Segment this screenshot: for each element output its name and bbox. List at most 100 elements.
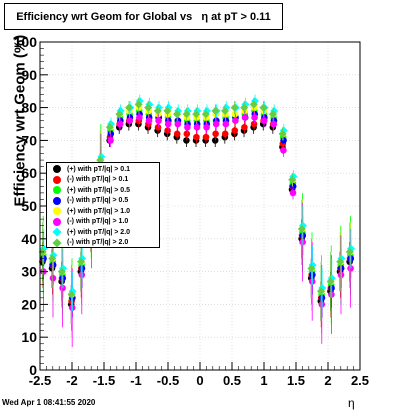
data-point — [77, 257, 86, 266]
x-axis-label: η — [348, 396, 355, 410]
chart-axes: -2.5 -2 -1.5 -1 -0.5 0 0.5 1 1.5 2 2.5 0 10 20 30 40 50 6… — [14, 34, 369, 388]
data-point — [270, 120, 278, 128]
y-tick-label: 40 — [21, 231, 37, 247]
y-tick-label: 70 — [21, 132, 37, 148]
legend-marker — [53, 217, 61, 226]
data-point — [297, 224, 306, 233]
data-point — [174, 120, 182, 128]
data-point — [230, 103, 239, 112]
legend-marker — [53, 196, 61, 205]
data-point — [289, 189, 297, 197]
data-point — [288, 175, 297, 184]
x-tick-label: 2 — [324, 373, 331, 388]
data-point — [115, 110, 124, 119]
data-point — [164, 120, 172, 128]
data-point — [193, 123, 201, 131]
legend-label: (-) with pT/|q| > 2.0 — [67, 239, 129, 247]
x-tick-label: 2.5 — [351, 373, 369, 388]
data-point — [153, 106, 162, 115]
data-point — [280, 137, 287, 144]
data-point — [212, 130, 219, 138]
legend-marker — [53, 165, 61, 174]
data-point — [307, 264, 316, 273]
y-axis-label: Efficiency wrt Geom (%) — [11, 34, 29, 207]
data-point — [154, 123, 162, 131]
legend-label: (-) with pT/|q| > 0.1 — [67, 176, 129, 184]
data-point — [222, 120, 230, 128]
x-tick-label: 0.5 — [223, 373, 241, 388]
data-point — [173, 130, 181, 138]
x-tick-label: 0 — [196, 373, 203, 388]
y-tick-label: 10 — [21, 329, 37, 345]
data-point — [163, 106, 172, 115]
legend-entry: (+) with pT/|q| > 0.5 — [49, 185, 157, 196]
data-point — [49, 251, 58, 260]
legend-entry: (-) with pT/|q| > 1.0 — [49, 217, 157, 228]
data-point — [212, 120, 220, 128]
data-point — [249, 100, 258, 109]
legend-label: (+) with pT/|q| > 0.5 — [67, 186, 131, 194]
legend-label: (-) with pT/|q| > 1.0 — [67, 218, 129, 226]
data-point — [136, 114, 143, 121]
x-tick-label: -1 — [130, 373, 142, 388]
y-tick-label: 80 — [21, 100, 37, 116]
legend: (+) with pT/|q| > 0.1 (-) with pT/|q| > 0… — [46, 162, 160, 248]
data-point — [280, 146, 287, 154]
data-point — [48, 254, 57, 263]
legend-entry: (-) with pT/|q| > 2.0 — [49, 238, 157, 249]
data-point — [260, 117, 268, 125]
data-point — [184, 123, 191, 131]
x-tick-label: 1 — [260, 373, 267, 388]
data-point — [250, 120, 258, 128]
data-point — [259, 103, 268, 112]
legend-entry: (+) with pT/|q| > 0.1 — [49, 164, 157, 175]
data-point — [105, 123, 114, 132]
data-point — [145, 117, 153, 125]
data-point — [125, 103, 134, 112]
legend-marker — [52, 238, 62, 248]
data-point — [183, 130, 191, 138]
legend-entry: (+) with pT/|q| > 2.0 — [49, 227, 157, 238]
y-tick-label: 20 — [21, 296, 37, 312]
legend-marker — [52, 227, 62, 237]
data-point — [203, 123, 210, 131]
data-point — [241, 114, 249, 121]
data-point — [240, 103, 249, 112]
data-point — [241, 123, 248, 131]
data-point — [269, 110, 278, 119]
x-tick-label: -2.5 — [29, 373, 51, 388]
data-point — [164, 127, 171, 134]
x-tick-label: -2 — [66, 373, 78, 388]
y-tick-label: 60 — [21, 165, 37, 181]
data-point — [211, 106, 220, 115]
data-point — [278, 129, 287, 138]
data-point — [336, 257, 345, 266]
legend-entry: (+) with pT/|q| > 1.0 — [49, 206, 157, 217]
data-point — [193, 133, 200, 141]
data-point — [57, 267, 66, 276]
data-point — [144, 103, 153, 112]
data-point — [345, 247, 354, 256]
x-tick-label: 1.5 — [287, 373, 305, 388]
x-tick-label: -0.5 — [157, 373, 179, 388]
y-tick-label: 50 — [21, 198, 37, 214]
data-point — [107, 137, 114, 144]
legend-marker — [53, 207, 61, 216]
x-tick-label: -1.5 — [93, 373, 115, 388]
data-point — [49, 274, 57, 282]
data-point — [202, 133, 210, 141]
data-point — [134, 100, 143, 109]
data-point — [231, 127, 239, 134]
legend-marker — [53, 186, 61, 195]
y-tick-label: 90 — [21, 67, 37, 83]
y-tick-label: 30 — [21, 264, 37, 280]
data-point — [221, 106, 230, 115]
legend-entry: (-) with pT/|q| > 0.1 — [49, 175, 157, 186]
data-point — [173, 110, 182, 119]
data-point — [251, 114, 258, 121]
legend-label: (+) with pT/|q| > 0.1 — [67, 165, 131, 173]
data-point — [221, 130, 229, 138]
data-point — [192, 110, 201, 119]
data-point — [155, 117, 162, 125]
